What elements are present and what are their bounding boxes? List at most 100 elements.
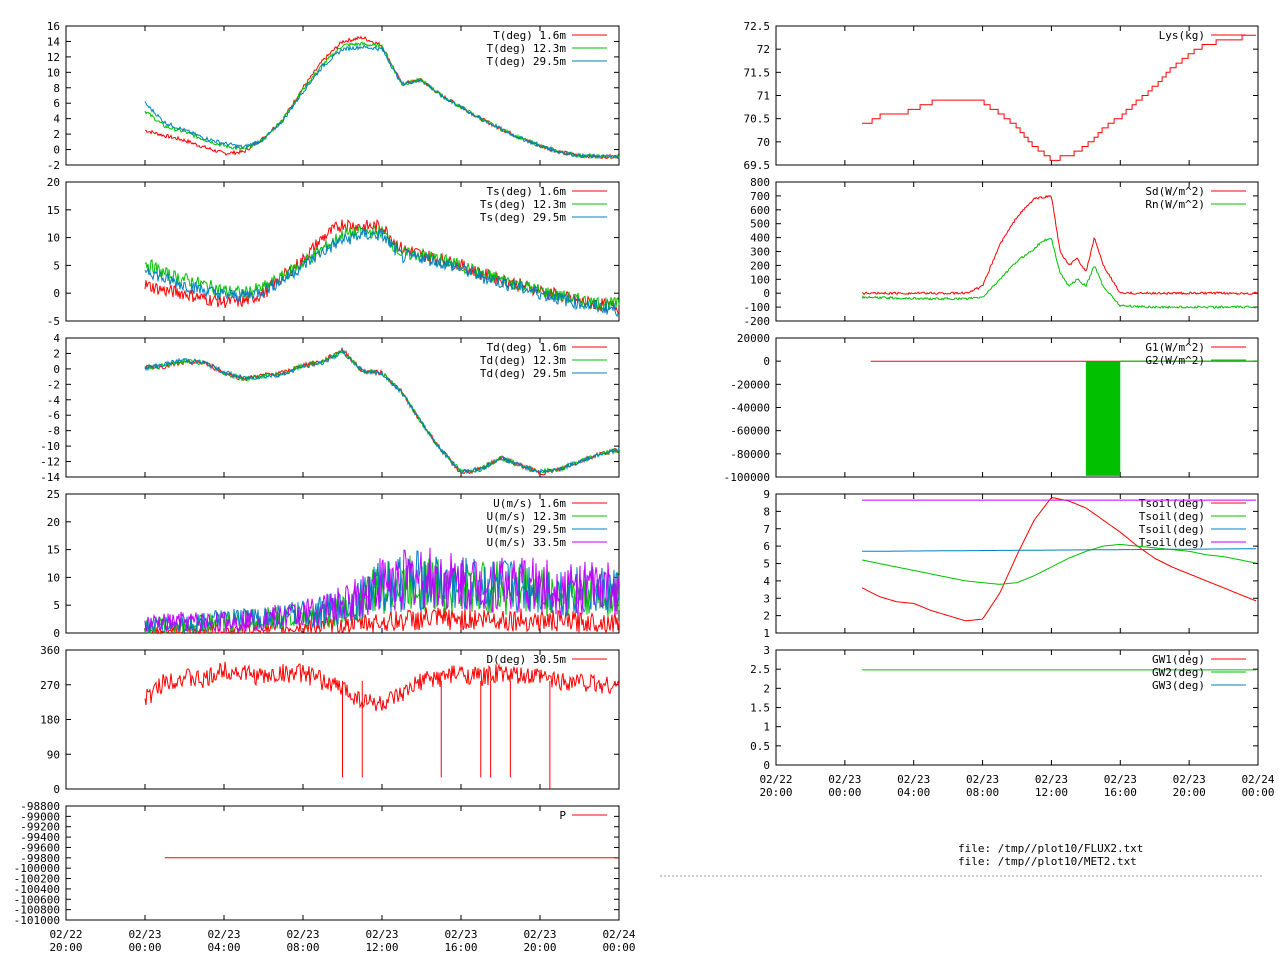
y-tick-label: -80000 <box>730 448 770 461</box>
x-tick-time: 00:00 <box>828 786 861 799</box>
legend-label: G2(W/m^2) <box>1145 354 1205 367</box>
x-tick-date: 02/23 <box>523 928 556 941</box>
x-tick-date: 02/23 <box>828 773 861 786</box>
y-tick-label: -10 <box>40 440 60 453</box>
series-line-3-3 <box>144 547 620 633</box>
x-tick-time: 20:00 <box>759 786 792 799</box>
x-tick-date: 02/23 <box>444 928 477 941</box>
y-tick-label: 200 <box>750 259 770 272</box>
y-tick-label: 14 <box>47 35 61 48</box>
legend-label: U(m/s) 29.5m <box>487 523 567 536</box>
x-tick-time: 04:00 <box>897 786 930 799</box>
y-tick-label: -100000 <box>14 862 60 875</box>
series-line-9-1 <box>862 543 1257 585</box>
y-tick-label: 20 <box>47 516 60 529</box>
legend-label: Td(deg) 29.5m <box>480 367 566 380</box>
x-tick-date: 02/23 <box>897 773 930 786</box>
x-tick-date: 02/23 <box>1035 773 1068 786</box>
plot-frame-1 <box>65 181 620 322</box>
legend-label: Lys(kg) <box>1159 29 1205 42</box>
x-tick-time: 16:00 <box>1104 786 1137 799</box>
y-tick-label: 500 <box>750 218 770 231</box>
y-tick-label: 15 <box>47 544 60 557</box>
y-tick-label: 10 <box>47 571 60 584</box>
y-tick-label: 8 <box>763 505 770 518</box>
x-tick-date: 02/23 <box>207 928 240 941</box>
y-tick-label: 0 <box>53 144 60 157</box>
legend-label: Tsoil(deg) <box>1139 523 1205 536</box>
y-tick-label: -2 <box>47 159 60 172</box>
y-tick-label: 0 <box>53 783 60 796</box>
legend-label: G1(W/m^2) <box>1145 341 1205 354</box>
y-tick-label: 3 <box>763 592 770 605</box>
x-tick-date: 02/24 <box>602 928 635 941</box>
legend-label: Tsoil(deg) <box>1139 497 1205 510</box>
series-line-3-0 <box>144 607 620 635</box>
x-tick-time: 20:00 <box>523 941 556 954</box>
y-tick-label: 10 <box>47 232 60 245</box>
x-tick-date: 02/24 <box>1241 773 1274 786</box>
y-tick-label: 71.5 <box>744 66 771 79</box>
y-tick-label: -100800 <box>14 904 60 917</box>
y-tick-label: 15 <box>47 204 60 217</box>
y-tick-label: 600 <box>750 204 770 217</box>
y-tick-label: -60000 <box>730 425 770 438</box>
legend-label: U(m/s) 12.3m <box>487 510 567 523</box>
y-tick-label: -20000 <box>730 378 770 391</box>
y-tick-label: 2 <box>763 610 770 623</box>
y-tick-label: 2 <box>53 347 60 360</box>
x-tick-time: 04:00 <box>207 941 240 954</box>
series-line-4-0 <box>144 661 620 712</box>
plot-frame-6 <box>775 25 1259 166</box>
x-tick-time: 00:00 <box>1241 786 1274 799</box>
plot-frame-0 <box>65 25 620 166</box>
y-tick-label: 300 <box>750 246 770 259</box>
plot-frame-3 <box>65 493 620 634</box>
y-tick-label: 70.5 <box>744 113 771 126</box>
y-tick-label: 5 <box>53 599 60 612</box>
y-tick-label: 1.5 <box>750 702 770 715</box>
legend-label: Ts(deg) 1.6m <box>487 185 567 198</box>
legend-label: U(m/s) 33.5m <box>487 536 567 549</box>
y-tick-label: 20 <box>47 176 60 189</box>
series-line-9-2 <box>862 548 1257 552</box>
x-tick-time: 08:00 <box>966 786 999 799</box>
y-tick-label: 360 <box>40 644 60 657</box>
x-tick-time: 16:00 <box>444 941 477 954</box>
legend-label: Sd(W/m^2) <box>1145 185 1205 198</box>
g2-block <box>1085 361 1121 476</box>
legend-label: D(deg) 30.5m <box>487 653 567 666</box>
y-tick-label: 2.5 <box>750 663 770 676</box>
legend-label: T(deg) 1.6m <box>493 29 566 42</box>
x-tick-time: 20:00 <box>1173 786 1206 799</box>
x-tick-time: 20:00 <box>49 941 82 954</box>
series-line-1-2 <box>144 227 620 318</box>
y-tick-label: -100200 <box>14 873 60 886</box>
y-tick-label: 6 <box>763 540 770 553</box>
y-tick-label: 70 <box>757 136 770 149</box>
y-tick-label: 6 <box>53 97 60 110</box>
y-tick-label: -99200 <box>20 821 60 834</box>
legend-label: Ts(deg) 12.3m <box>480 198 566 211</box>
legend-label: U(m/s) 1.6m <box>493 497 566 510</box>
y-tick-label: 4 <box>53 113 60 126</box>
y-tick-label: 72.5 <box>744 20 771 33</box>
y-tick-label: 700 <box>750 190 770 203</box>
y-tick-label: 5 <box>53 259 60 272</box>
series-line-6-0 <box>862 34 1257 161</box>
y-tick-label: -98800 <box>20 800 60 813</box>
y-tick-label: -12 <box>40 456 60 469</box>
y-tick-label: 10 <box>47 66 60 79</box>
plot-frame-5 <box>65 805 620 921</box>
y-tick-label: 2 <box>53 128 60 141</box>
y-tick-label: 7 <box>763 523 770 536</box>
y-tick-label: -5 <box>47 315 60 328</box>
y-tick-label: 0 <box>763 355 770 368</box>
y-tick-label: -99600 <box>20 841 60 854</box>
y-tick-label: 0 <box>53 627 60 640</box>
x-tick-time: 00:00 <box>602 941 635 954</box>
y-tick-label: 16 <box>47 20 60 33</box>
legend-label: Tsoil(deg) <box>1139 536 1205 549</box>
legend-label: Rn(W/m^2) <box>1145 198 1205 211</box>
